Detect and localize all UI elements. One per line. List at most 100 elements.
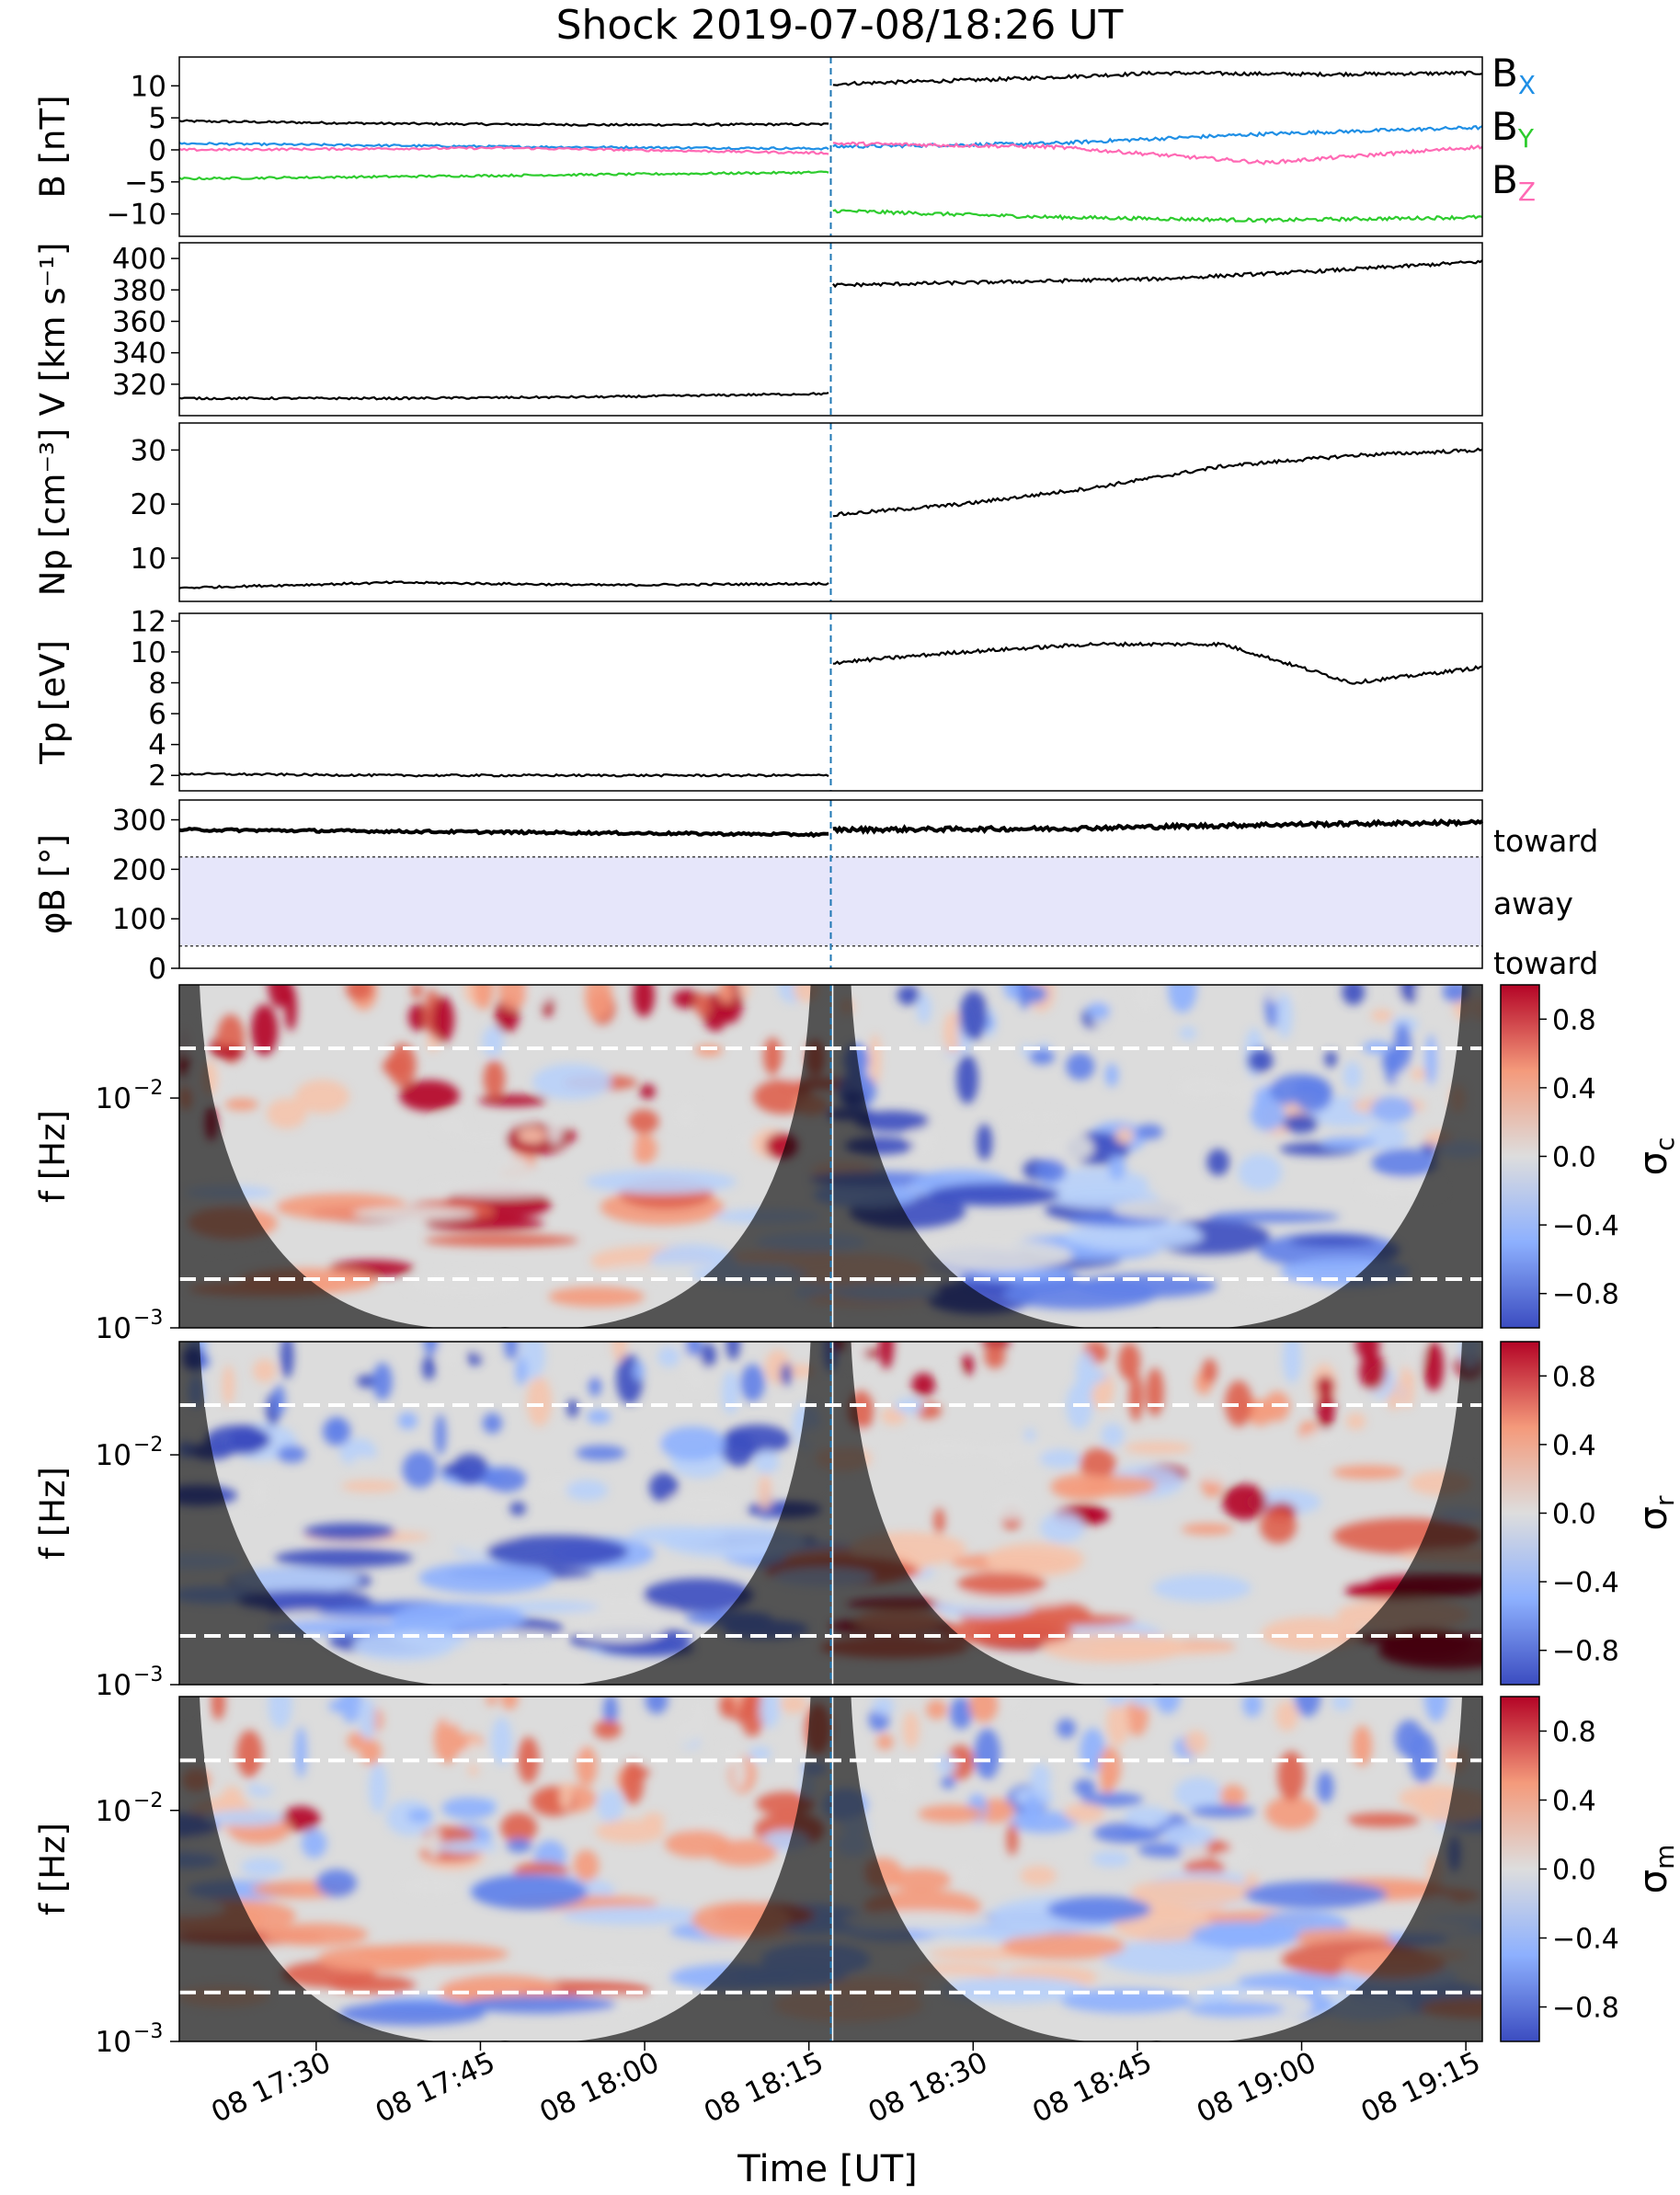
coefficient-blob: [438, 1342, 463, 1368]
coefficient-blob: [423, 1179, 568, 1198]
coefficient-blob: [1114, 1127, 1134, 1145]
coefficient-blob: [1202, 1358, 1217, 1384]
coefficient-blob: [1317, 1389, 1335, 1430]
coefficient-blob: [622, 1761, 645, 1805]
coefficient-blob: [1146, 1367, 1164, 1417]
colorbar-tick-label: −0.8: [1552, 1636, 1619, 1668]
coefficient-blob: [974, 1728, 1000, 1780]
coefficient-blob: [1152, 1574, 1251, 1602]
coefficient-blob: [576, 1745, 598, 1787]
wavelet-sigma_c: 10 −210 −3f [Hz]0.80.40.0−0.4−0.8σc: [33, 984, 1680, 1345]
x-tick-label: 08 17:45: [371, 2046, 500, 2130]
coefficient-blob: [1066, 1052, 1095, 1080]
coefficient-blob: [294, 1726, 307, 1778]
coefficient-blob: [941, 1776, 956, 1789]
y-tick-exponent: −2: [133, 1434, 163, 1457]
coefficient-blob: [936, 1755, 957, 1775]
coefficient-blob: [1029, 1049, 1056, 1065]
coefficient-blob: [1219, 1784, 1246, 1807]
coefficient-blob: [495, 1155, 531, 1186]
coefficient-blob: [1331, 1697, 1353, 1711]
figure-title: Shock 2019-07-08/18:26 UT: [556, 2, 1124, 49]
x-tick-label: 08 19:00: [1192, 2046, 1321, 2130]
coefficient-blob: [1198, 1459, 1235, 1483]
colorbar-label: σr: [1630, 1495, 1680, 1531]
coefficient-blob: [1370, 1096, 1415, 1123]
y-tick-label: 400: [112, 243, 166, 276]
colorbar-tick-label: 0.4: [1552, 1430, 1596, 1462]
coefficient-blob: [486, 1697, 497, 1706]
coefficient-blob: [722, 1370, 739, 1414]
y-tick-label: 100: [112, 903, 166, 936]
x-axis-label: Time [UT]: [737, 2148, 918, 2190]
coefficient-blob: [1020, 985, 1047, 1004]
x-tick-label: 08 18:30: [863, 2046, 993, 2130]
coefficient-blob: [250, 1004, 279, 1056]
coefficient-blob: [1020, 1865, 1057, 1886]
coefficient-blob: [498, 985, 528, 1010]
coefficient-blob: [471, 1343, 492, 1355]
coefficient-blob: [368, 1762, 388, 1813]
colorbar-tick-label: −0.4: [1552, 1567, 1619, 1599]
coefficient-blob: [222, 1365, 235, 1406]
coefficient-blob: [1001, 1933, 1126, 1960]
coefficient-blob: [977, 1439, 1057, 1466]
coefficient-blob: [1371, 1149, 1438, 1177]
coefficient-blob: [1101, 1423, 1125, 1447]
coefficient-blob: [280, 1342, 294, 1379]
coefficient-blob: [909, 1120, 939, 1157]
coefficient-blob: [611, 1342, 627, 1363]
colorbar-tick-label: 0.4: [1552, 1073, 1596, 1105]
y-tick-label: 340: [112, 337, 166, 371]
coefficient-blob: [942, 1976, 1089, 2004]
coefficient-blob: [643, 1578, 753, 1613]
x-tick-label: 08 18:15: [699, 2046, 829, 2130]
coefficient-blob: [316, 1869, 358, 1897]
coefficient-blob: [573, 1616, 666, 1643]
coefficient-blob: [397, 1872, 463, 1899]
coefficient-blob: [341, 1480, 400, 1492]
coefficient-blob: [740, 1364, 765, 1402]
coefficient-blob: [463, 1743, 489, 1767]
coefficient-blob: [252, 1358, 277, 1383]
coefficient-blob: [941, 1618, 1074, 1645]
coefficient-blob: [240, 1858, 284, 1877]
coefficient-blob: [585, 1169, 737, 1195]
coefficient-blob: [1342, 985, 1366, 1005]
panel-frame: [178, 612, 1483, 792]
coefficient-blob: [1122, 1828, 1161, 1841]
coefficient-blob: [500, 1812, 538, 1844]
coefficient-blob: [1289, 1235, 1377, 1247]
y-tick-label: 5: [148, 102, 166, 135]
coefficient-blob: [1277, 1751, 1305, 1801]
coefficient-blob: [580, 1362, 606, 1377]
panel-frame: [178, 799, 1483, 969]
x-tick-label: 08 19:15: [1356, 2046, 1486, 2130]
coefficient-blob: [1112, 1199, 1214, 1219]
legend-subscript: Y: [1517, 123, 1535, 154]
coefficient-blob: [1423, 1342, 1445, 1391]
coefficient-blob: [629, 1526, 726, 1545]
coefficient-blob: [1050, 1473, 1115, 1501]
y-axis-label: f [Hz]: [33, 1823, 73, 1915]
coefficient-blob: [897, 985, 920, 1006]
coefficient-blob: [1286, 985, 1305, 1004]
coefficient-blob: [303, 1523, 396, 1541]
colorbar-label: σc: [1630, 1137, 1680, 1175]
coefficient-blob: [1409, 1731, 1436, 1783]
coefficient-blob: [1261, 1617, 1362, 1652]
coefficient-blob: [961, 1354, 974, 1376]
y-axis-label: f [Hz]: [33, 1467, 73, 1560]
coefficient-blob: [659, 1426, 726, 1461]
coefficient-blob: [1264, 1796, 1318, 1830]
coefficient-blob: [754, 1449, 780, 1474]
coefficient-blob: [918, 1804, 984, 1823]
y-tick-label: −5: [124, 166, 166, 200]
coefficient-blob: [268, 985, 291, 1008]
coefficient-blob: [247, 1473, 271, 1511]
coefficient-blob: [486, 1535, 629, 1569]
y-tick-label: 10: [96, 1312, 131, 1345]
coefficient-blob: [587, 1410, 611, 1424]
coefficient-blob: [431, 996, 455, 1044]
coefficient-blob: [1191, 1921, 1300, 1949]
